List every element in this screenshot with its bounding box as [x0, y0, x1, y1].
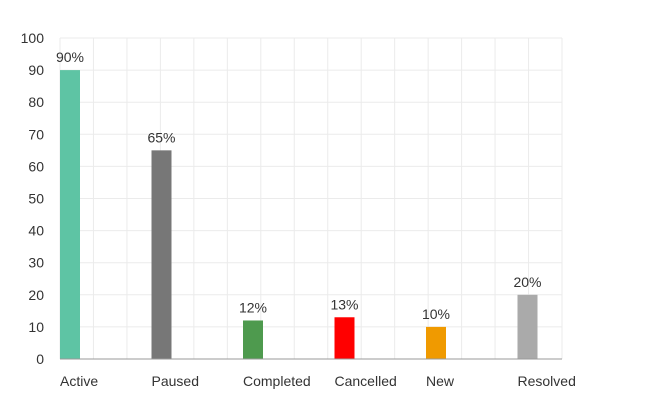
grid — [60, 38, 562, 359]
data-label: 10% — [422, 306, 450, 322]
data-label: 65% — [147, 129, 175, 145]
bar-cancelled — [335, 317, 355, 359]
x-tick-label: Paused — [152, 373, 199, 389]
x-tick-label: New — [426, 373, 455, 389]
y-tick-label: 50 — [28, 191, 44, 207]
x-tick-label: Cancelled — [335, 373, 397, 389]
x-axis-categories: Active Paused Completed Cancelled New Resolve… — [60, 373, 576, 389]
bar-paused — [152, 150, 172, 359]
y-tick-label: 80 — [28, 94, 44, 110]
y-tick-label: 40 — [28, 223, 44, 239]
x-tick-label: Resolved — [518, 373, 576, 389]
y-tick-label: 20 — [28, 287, 44, 303]
data-label: 90% — [56, 49, 84, 65]
y-axis-ticks: 0 10 20 30 40 50 60 70 80 90 100 — [21, 30, 45, 367]
bar-active — [60, 70, 80, 359]
data-label: 20% — [513, 274, 541, 290]
data-labels: 90% 65% 12% 13% 10% 20% — [56, 49, 542, 322]
bar-completed — [243, 320, 263, 359]
y-tick-label: 30 — [28, 255, 44, 271]
bars — [60, 70, 538, 359]
y-tick-label: 10 — [28, 319, 44, 335]
bar-new — [426, 327, 446, 359]
y-tick-label: 100 — [21, 30, 45, 46]
y-tick-label: 90 — [28, 62, 44, 78]
x-tick-label: Active — [60, 373, 98, 389]
bar-resolved — [518, 295, 538, 359]
y-tick-label: 0 — [36, 351, 44, 367]
data-label: 13% — [330, 296, 358, 312]
x-tick-label: Completed — [243, 373, 311, 389]
y-tick-label: 60 — [28, 158, 44, 174]
data-label: 12% — [239, 299, 267, 315]
y-tick-label: 70 — [28, 126, 44, 142]
